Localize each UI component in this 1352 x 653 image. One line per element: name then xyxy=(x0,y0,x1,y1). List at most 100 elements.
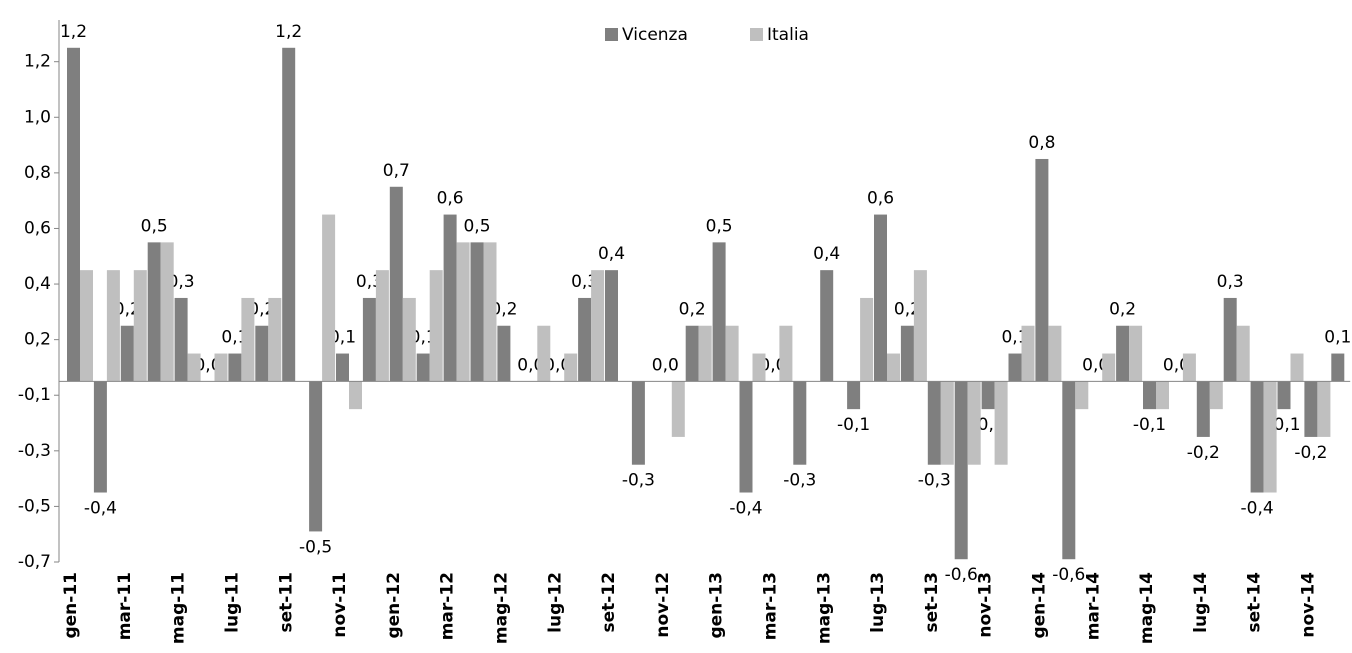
x-tick-label: set-13 xyxy=(922,572,942,633)
bar xyxy=(80,270,93,382)
x-tick-label: mag-14 xyxy=(1137,572,1157,644)
x-tick-label: mar-12 xyxy=(438,572,458,640)
bar xyxy=(255,325,269,382)
data-label: 0,2 xyxy=(679,300,706,320)
bar xyxy=(1196,381,1210,437)
bar xyxy=(1223,297,1237,382)
x-tick-label: lug-14 xyxy=(1191,572,1211,633)
bar xyxy=(1062,381,1076,560)
data-label: 1,2 xyxy=(275,22,302,42)
x-tick-label: mag-13 xyxy=(814,572,834,644)
bar xyxy=(940,381,954,465)
y-tick-label: 0,6 xyxy=(24,218,51,238)
bar xyxy=(1116,325,1130,382)
bar xyxy=(456,242,470,382)
x-tick-label: set-14 xyxy=(1245,572,1265,633)
bar xyxy=(443,214,457,382)
bar xyxy=(900,325,914,382)
x-tick-label: nov-14 xyxy=(1299,572,1319,638)
data-label: -0,6 xyxy=(1052,565,1085,585)
data-label: -0,1 xyxy=(1133,415,1166,435)
bar xyxy=(1182,353,1196,382)
bar xyxy=(1021,325,1035,382)
bar xyxy=(160,242,174,382)
x-tick-label: mag-12 xyxy=(492,572,512,644)
data-label: 0,5 xyxy=(141,216,168,236)
bar xyxy=(860,297,874,382)
bar xyxy=(349,381,362,410)
bar xyxy=(402,297,416,382)
legend-swatch xyxy=(605,28,618,41)
data-label: -0,2 xyxy=(1294,443,1327,463)
bar xyxy=(483,242,497,382)
x-tick-label: gen-12 xyxy=(384,572,404,639)
x-tick-label: mar-14 xyxy=(1083,572,1103,640)
y-tick-label: -0,5 xyxy=(18,496,51,516)
bar xyxy=(187,353,201,382)
y-tick-label: 1,0 xyxy=(24,107,51,127)
data-label: -0,4 xyxy=(84,499,117,519)
bar xyxy=(1317,381,1331,437)
bar xyxy=(820,270,834,382)
data-label: 0,1 xyxy=(329,328,356,348)
x-tick-label: mag-11 xyxy=(169,572,189,644)
y-tick-label: -0,3 xyxy=(18,441,51,461)
bar xyxy=(1048,325,1062,382)
x-tick-label: lug-12 xyxy=(545,572,565,633)
bar xyxy=(1075,381,1089,410)
data-label: 0,4 xyxy=(813,244,840,264)
data-label: 0,4 xyxy=(598,244,625,264)
data-label: 1,2 xyxy=(60,22,87,42)
data-label: 0,8 xyxy=(1028,133,1055,153)
bar xyxy=(1035,158,1049,382)
data-label: 0,0 xyxy=(652,355,679,375)
bar xyxy=(1008,353,1022,382)
bar xyxy=(174,297,188,382)
data-label: 0,2 xyxy=(1109,300,1136,320)
bar xyxy=(752,353,766,382)
data-label: -0,3 xyxy=(918,471,951,491)
x-tick-label: set-12 xyxy=(599,572,619,633)
data-label: 0,7 xyxy=(383,161,410,181)
bar xyxy=(954,381,968,560)
data-label: 0,6 xyxy=(867,189,894,209)
bar xyxy=(927,381,941,465)
bar xyxy=(375,270,389,382)
x-tick-label: nov-11 xyxy=(330,572,350,638)
bar xyxy=(1250,381,1264,493)
data-label: 0,5 xyxy=(706,216,733,236)
bar xyxy=(336,353,349,382)
bar xyxy=(1102,353,1116,382)
bar xyxy=(1143,381,1156,410)
bar xyxy=(685,325,699,382)
bar xyxy=(1263,381,1277,493)
data-label: 0,2 xyxy=(490,300,517,320)
bar xyxy=(214,353,228,382)
bar xyxy=(537,325,551,382)
bar xyxy=(282,47,296,382)
data-label: -0,5 xyxy=(299,537,332,557)
bar xyxy=(631,381,645,465)
bar xyxy=(913,270,927,382)
bar xyxy=(994,381,1008,465)
x-tick-label: gen-13 xyxy=(707,572,727,639)
legend-label: Vicenza xyxy=(622,25,688,45)
data-label: -0,4 xyxy=(1241,499,1274,519)
y-tick-label: 1,2 xyxy=(24,52,51,72)
bar xyxy=(671,381,685,437)
bar xyxy=(67,47,80,382)
x-tick-label: lug-13 xyxy=(868,572,888,633)
data-label: -0,4 xyxy=(729,499,762,519)
bar xyxy=(847,381,861,410)
data-label: 0,5 xyxy=(463,216,490,236)
bar xyxy=(497,325,511,382)
bar xyxy=(1290,353,1304,382)
bar xyxy=(106,270,120,382)
data-label: 0,3 xyxy=(1217,272,1244,292)
bar xyxy=(967,381,981,465)
bar xyxy=(605,270,618,382)
data-label: -0,6 xyxy=(945,565,978,585)
bar xyxy=(416,353,430,382)
bar xyxy=(1209,381,1223,410)
